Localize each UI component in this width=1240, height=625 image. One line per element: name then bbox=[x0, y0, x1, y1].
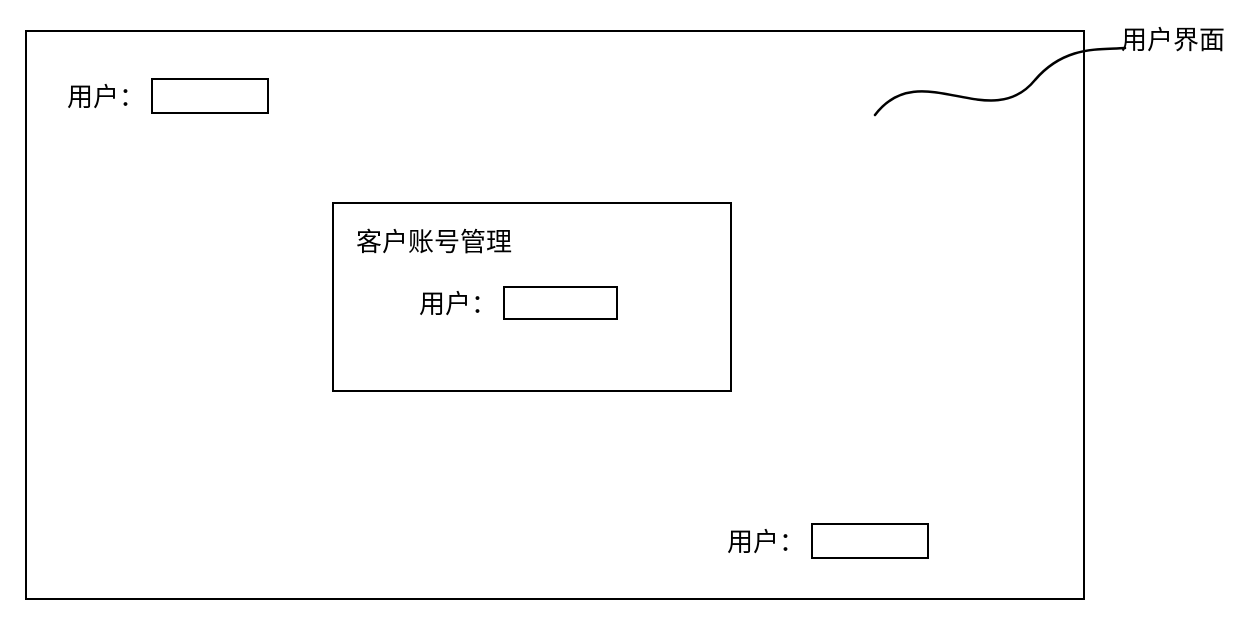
bottom-user-input[interactable] bbox=[811, 523, 929, 559]
inner-user-input[interactable] bbox=[503, 286, 618, 320]
account-management-title: 客户账号管理 bbox=[356, 222, 512, 259]
inner-user-label: 用户： bbox=[419, 284, 497, 321]
inner-user-field-row: 用户： bbox=[419, 284, 618, 321]
top-user-input[interactable] bbox=[151, 78, 269, 114]
main-window-frame: 用户： 客户账号管理 用户： 用户： bbox=[25, 30, 1085, 600]
top-user-field-row: 用户： bbox=[67, 77, 269, 114]
bottom-user-label: 用户： bbox=[727, 522, 805, 559]
callout-label: 用户界面 bbox=[1121, 20, 1225, 57]
top-user-label: 用户： bbox=[67, 77, 145, 114]
account-management-panel: 客户账号管理 用户： bbox=[332, 202, 732, 392]
bottom-user-field-row: 用户： bbox=[727, 522, 929, 559]
